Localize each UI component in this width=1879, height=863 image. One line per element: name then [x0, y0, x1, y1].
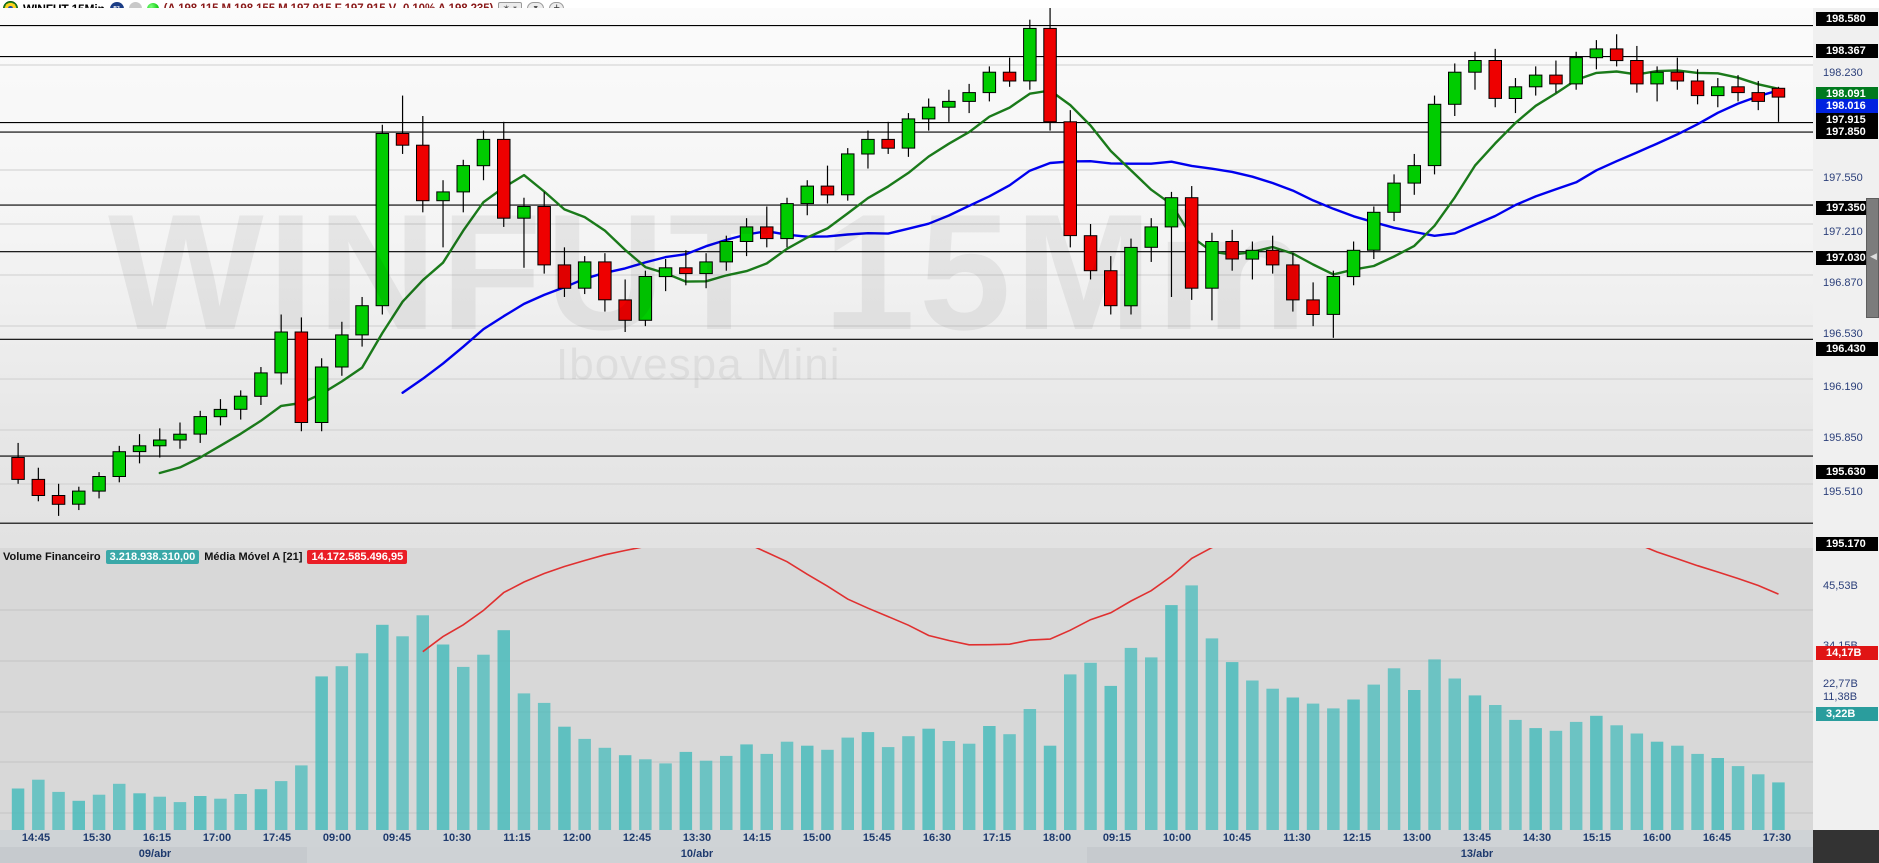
axis-price-tag[interactable]: 198.091: [1816, 87, 1878, 101]
price-chart-pane[interactable]: WINFUT 15Min Ibovespa Mini: [0, 8, 1813, 548]
time-axis[interactable]: 09/abr 10/abr 13/abr 14:45 15:30 16:15 17:00 17…: [0, 830, 1879, 863]
time-axis-tick-label: 12:15: [1342, 832, 1372, 844]
time-axis-tick-label: 17:00: [202, 832, 232, 844]
axis-tick-label: 22,77B: [1823, 678, 1858, 690]
time-axis-tick-label: 09:00: [322, 832, 352, 844]
volume-legend-title: Volume Financeiro: [3, 551, 101, 563]
time-axis-day-band: 13/abr: [1087, 847, 1813, 863]
time-axis-day-band: 10/abr: [307, 847, 1087, 863]
price-candles-svg: [0, 8, 1813, 524]
time-axis-tick-label: 17:30: [1762, 832, 1792, 844]
axis-price-tag[interactable]: 198.580: [1816, 12, 1878, 26]
time-axis-tick-label: 18:00: [1042, 832, 1072, 844]
axis-tick-label: 195.510: [1823, 486, 1863, 498]
time-axis-tick-label: 16:15: [142, 832, 172, 844]
time-axis-tick-label: 17:45: [262, 832, 292, 844]
time-axis-date-label: 10/abr: [680, 848, 714, 860]
axis-price-tag[interactable]: 196.430: [1816, 342, 1878, 356]
axis-tick-label: 45,53B: [1823, 580, 1858, 592]
time-axis-tick-label: 13:00: [1402, 832, 1432, 844]
axis-corner: [1813, 830, 1879, 863]
time-axis-tick-label: 12:00: [562, 832, 592, 844]
axis-tick-label: 196.870: [1823, 277, 1863, 289]
scrollbar-handle-icon: ◀: [1870, 251, 1877, 261]
volume-indicator-legend: Volume Financeiro 3.218.938.310,00 Média…: [3, 550, 408, 564]
time-axis-day-band: 09/abr: [0, 847, 307, 863]
time-axis-tick-label: 09:45: [382, 832, 412, 844]
volume-ma-title: Média Móvel A [21]: [204, 551, 303, 563]
axis-price-tag[interactable]: 197.850: [1816, 125, 1878, 139]
time-axis-tick-label: 13:45: [1462, 832, 1492, 844]
volume-ma-value: 14.172.585.496,95: [307, 550, 408, 564]
volume-chart-pane[interactable]: [0, 548, 1813, 830]
axis-tick-label: 197.550: [1823, 172, 1863, 184]
time-axis-date-label: 13/abr: [1460, 848, 1494, 860]
time-axis-tick-label: 15:30: [82, 832, 112, 844]
axis-tick-label: 198.230: [1823, 67, 1863, 79]
axis-price-tag[interactable]: 14,17B: [1816, 646, 1878, 660]
axis-price-tag[interactable]: 3,22B: [1816, 707, 1878, 721]
time-axis-tick-label: 14:15: [742, 832, 772, 844]
time-axis-tick-label: 11:15: [503, 832, 531, 844]
time-axis-tick-label: 11:30: [1283, 832, 1311, 844]
axis-price-tag[interactable]: 195.630: [1816, 465, 1878, 479]
axis-price-tag[interactable]: 197.915: [1816, 113, 1878, 127]
axis-price-tag[interactable]: 197.350: [1816, 201, 1878, 215]
axis-tick-label: 195.850: [1823, 432, 1863, 444]
time-axis-tick-label: 16:30: [922, 832, 952, 844]
axis-tick-label: 11,38B: [1823, 691, 1858, 703]
time-axis-tick-label: 15:45: [862, 832, 892, 844]
time-axis-tick-label: 10:45: [1222, 832, 1252, 844]
time-axis-tick-label: 12:45: [622, 832, 652, 844]
time-axis-tick-label: 15:00: [802, 832, 832, 844]
time-axis-tick-label: 10:30: [442, 832, 472, 844]
time-axis-tick-label: 10:00: [1162, 832, 1192, 844]
time-axis-tick-label: 17:15: [982, 832, 1012, 844]
time-axis-tick-label: 15:15: [1582, 832, 1612, 844]
time-axis-tick-label: 13:30: [682, 832, 712, 844]
axis-price-tag[interactable]: 197.030: [1816, 251, 1878, 265]
vertical-scrollbar[interactable]: ◀: [1866, 198, 1879, 318]
axis-price-tag[interactable]: 195.170: [1816, 537, 1878, 551]
time-axis-tick-label: 14:45: [21, 832, 51, 844]
axis-tick-label: 196.530: [1823, 328, 1863, 340]
volume-legend-value: 3.218.938.310,00: [105, 550, 200, 564]
volume-bars-svg: [0, 548, 1813, 830]
time-axis-tick-label: 09:15: [1102, 832, 1132, 844]
axis-tick-label: 197.210: [1823, 226, 1863, 238]
time-axis-tick-label: 14:30: [1522, 832, 1552, 844]
time-axis-date-label: 09/abr: [138, 848, 172, 860]
axis-price-tag[interactable]: 198.367: [1816, 44, 1878, 58]
time-axis-tick-label: 16:00: [1642, 832, 1672, 844]
axis-tick-label: 196.190: [1823, 381, 1863, 393]
value-axis[interactable]: 198.580 198.367 198.230 198.091 198.016 197.9…: [1813, 8, 1879, 830]
axis-price-tag[interactable]: 198.016: [1816, 99, 1878, 113]
time-axis-tick-label: 16:45: [1702, 832, 1732, 844]
